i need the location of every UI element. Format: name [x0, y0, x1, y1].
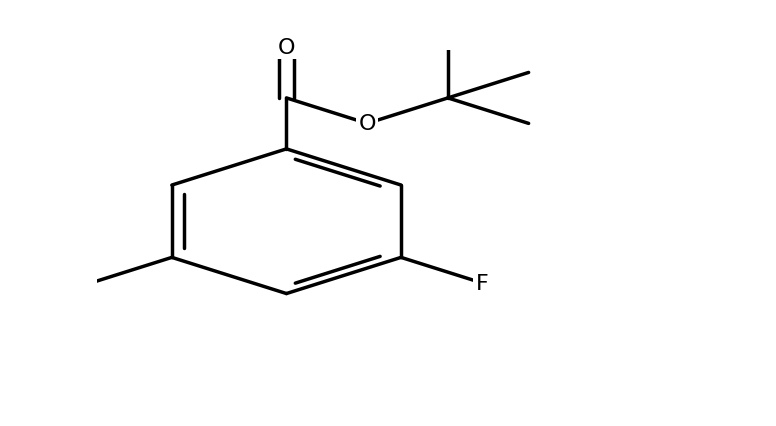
Text: O: O: [278, 38, 295, 58]
Text: O: O: [359, 114, 376, 134]
Text: F: F: [476, 273, 488, 293]
